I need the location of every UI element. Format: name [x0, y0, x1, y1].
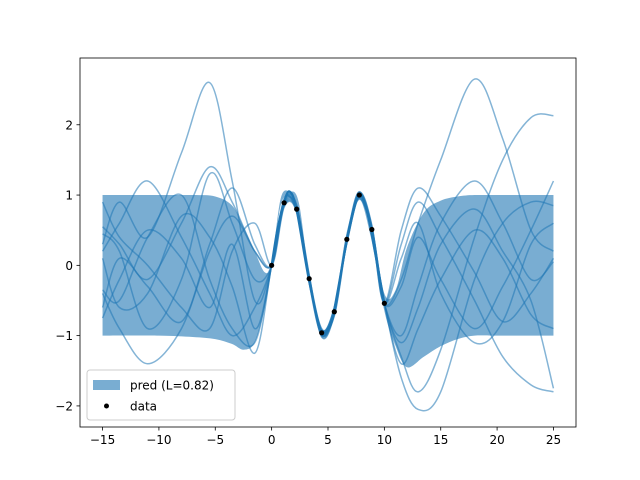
x-tick-label: −5 — [206, 433, 224, 447]
data-point — [344, 236, 350, 242]
x-tick-label: 15 — [433, 433, 448, 447]
data-point — [319, 330, 325, 336]
legend-data-marker — [104, 403, 109, 409]
data-point — [294, 206, 300, 212]
legend-band-label: pred (L=0.82) — [130, 379, 214, 393]
x-tick-label: 10 — [377, 433, 392, 447]
mean-line — [270, 190, 386, 337]
data-point — [369, 226, 375, 233]
data-point — [356, 192, 362, 198]
y-tick-label: −1 — [55, 329, 73, 343]
legend-frame — [86, 369, 236, 421]
data-point — [269, 262, 275, 268]
x-tick-label: −15 — [90, 433, 115, 447]
x-axis: −15 −10 −5 0 5 10 15 20 25 — [90, 427, 561, 447]
x-tick-label: −10 — [146, 433, 171, 447]
sample-path-10 — [101, 187, 555, 389]
y-tick-label: −2 — [55, 399, 73, 413]
data-point — [281, 200, 287, 206]
legend-data-label: data — [130, 400, 157, 414]
legend-band-swatch — [93, 380, 120, 390]
x-tick-label: 20 — [489, 433, 504, 447]
y-axis: −2 −1 0 1 2 — [55, 118, 80, 413]
x-tick-label: 0 — [268, 433, 276, 447]
data-point — [306, 276, 312, 282]
data-point — [381, 300, 387, 306]
confidence-band — [102, 190, 554, 368]
x-tick-label: 5 — [324, 433, 332, 447]
y-tick-label: 1 — [65, 189, 73, 203]
data-point — [331, 309, 337, 315]
x-tick-label: 25 — [546, 433, 561, 447]
legend: pred (L=0.82) data — [86, 369, 236, 421]
plot-area — [101, 78, 555, 412]
sample-path-9 — [101, 180, 554, 345]
y-tick-label: 0 — [65, 259, 73, 273]
y-tick-label: 2 — [65, 118, 73, 132]
